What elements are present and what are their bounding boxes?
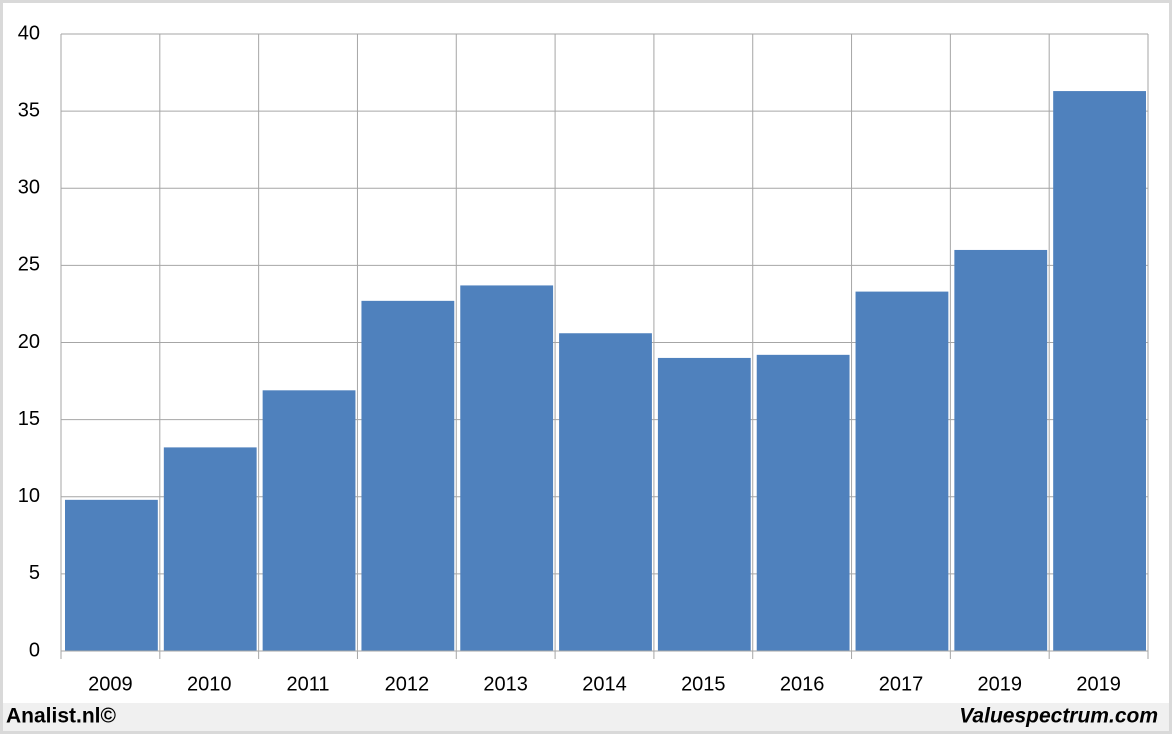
x-tick-label: 2014 [582, 673, 627, 695]
y-tick-label: 10 [18, 485, 40, 507]
bar [855, 291, 949, 651]
y-tick-label: 40 [18, 22, 40, 44]
bar [559, 333, 652, 651]
y-tick-label: 20 [18, 331, 40, 353]
x-tick-label: 2010 [187, 673, 232, 695]
bar [65, 499, 158, 651]
bar [756, 354, 850, 651]
x-tick-label: 2019 [978, 673, 1023, 695]
x-tick-label: 2012 [385, 673, 430, 695]
bar [163, 447, 257, 651]
y-tick-label: 35 [18, 99, 40, 121]
footer [3, 703, 1169, 731]
bar [954, 249, 1048, 651]
y-tick-label: 30 [18, 177, 40, 199]
x-tick-label: 2019 [1076, 673, 1121, 695]
y-tick-label: 15 [18, 408, 40, 430]
y-tick-label: 0 [29, 639, 40, 661]
x-tick-label: 2016 [780, 673, 825, 695]
credit-left: Analist.nl© [6, 705, 117, 728]
x-tick-label: 2015 [681, 673, 726, 695]
x-tick-label: 2009 [88, 673, 133, 695]
bar [460, 285, 554, 651]
y-tick-label: 25 [18, 254, 40, 276]
x-tick-label: 2011 [287, 673, 330, 695]
bar [361, 300, 455, 651]
y-tick-label: 5 [29, 562, 40, 584]
bar [1053, 91, 1146, 651]
bar [262, 390, 356, 651]
bar [657, 357, 751, 651]
x-tick-label: 2013 [483, 673, 528, 695]
x-tick-label: 2017 [879, 673, 924, 695]
credit-right: Valuespectrum.com [959, 705, 1158, 728]
